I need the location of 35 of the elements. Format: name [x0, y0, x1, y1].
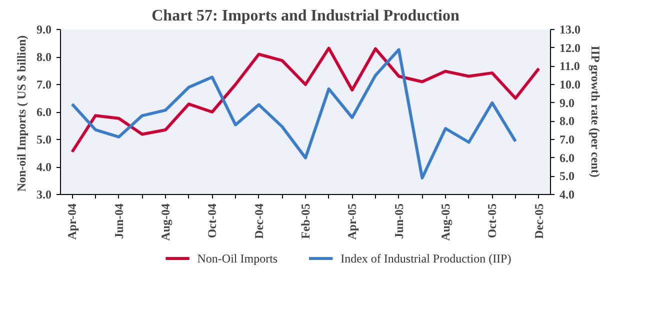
y-tick-label: 3.0	[36, 188, 52, 202]
chart-title: Chart 57: Imports and Industrial Production	[152, 8, 460, 24]
y2-tick-label: 10.0	[560, 78, 580, 92]
y-tick-label: 9.0	[36, 22, 52, 36]
x-tick-label: Jun-05	[392, 204, 406, 239]
y2-tick-label: 7.0	[560, 132, 574, 146]
x-tick-label: Aug-04	[158, 203, 172, 241]
y2-axis-title: IIP growth rate (per cent)	[588, 46, 602, 178]
x-tick-label: Oct-04	[205, 203, 220, 238]
y2-tick-label: 11.0	[560, 59, 580, 74]
x-tick-label: Jun-04	[112, 204, 126, 239]
y-tick-label: 8.0	[36, 50, 52, 64]
x-tick-label: Oct-05	[485, 203, 500, 238]
x-tick-label: Apr-05	[345, 204, 360, 240]
y2-tick-label: 5.0	[560, 169, 574, 184]
x-tick-label: Aug-05	[438, 203, 452, 241]
line-series	[70, 46, 540, 154]
y2-tick-label: 9.0	[560, 96, 574, 110]
line-series	[70, 48, 517, 180]
x-tick-label: Dec-05	[532, 203, 546, 239]
y2-tick-label: 6.0	[560, 150, 574, 165]
y2-tick-label: 12.0	[560, 40, 580, 55]
legend-label: Index of Industrial Production (IIP)	[340, 252, 512, 266]
y-axis-title: Non-oil Imports ( US $ billion)	[14, 35, 28, 192]
x-tick-label: Feb-05	[298, 204, 312, 239]
y2-tick-label: 4.0	[560, 188, 574, 202]
x-tick-label: Dec-04	[252, 203, 266, 239]
x-tick-label: Apr-04	[65, 204, 80, 240]
y2-tick-label: 13.0	[560, 22, 580, 36]
y-tick-label: 4.0	[36, 160, 52, 174]
y-tick-label: 5.0	[36, 132, 52, 146]
y-tick-label: 6.0	[36, 105, 52, 119]
y-tick-label: 7.0	[36, 78, 52, 92]
legend-label: Non-Oil Imports	[197, 252, 278, 266]
y2-tick-label: 8.0	[560, 114, 574, 128]
